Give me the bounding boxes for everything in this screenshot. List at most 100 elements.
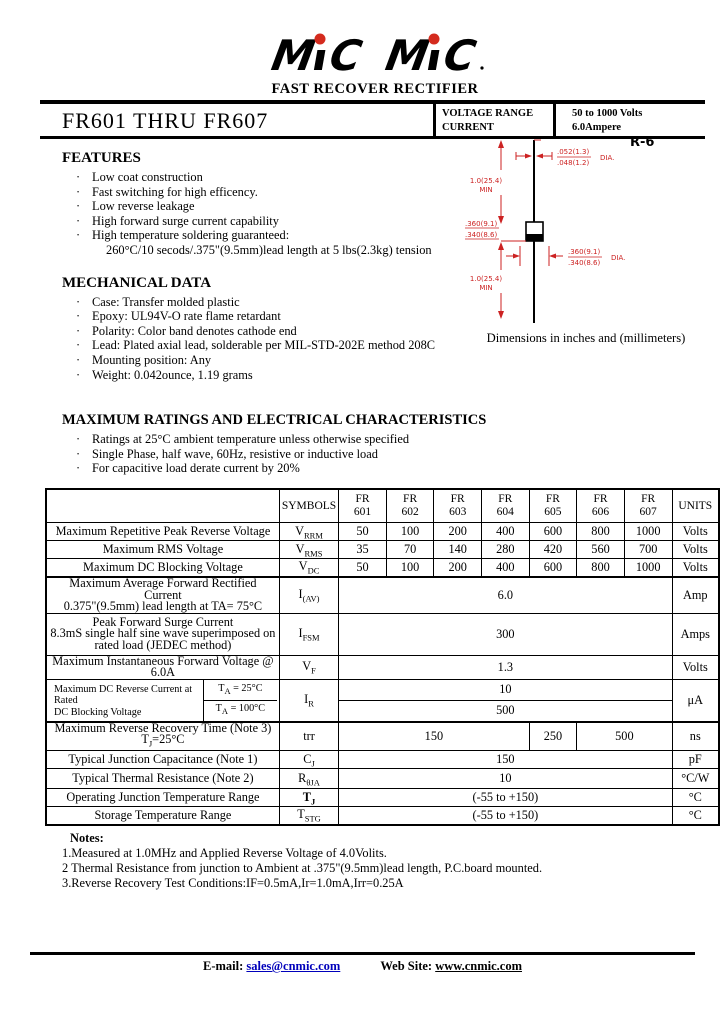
table-row-iav: Maximum Average Forward Rectified Curren… [45, 575, 720, 614]
list-item: · Lead: Plated axial lead, solderable per… [76, 338, 436, 353]
note-line: 1.Measured at 1.0MHz and Applied Reverse… [62, 845, 387, 860]
table-cell: 600 [528, 522, 578, 542]
dimensions-caption: Dimensions in inches and (millimeters) [486, 331, 686, 345]
table-cell: VF [278, 654, 340, 680]
column-header-fr601: FR 601 [338, 488, 387, 524]
table-cell: 200 [433, 522, 482, 542]
column-header-fr605: FR 605 [528, 488, 578, 524]
table-row-ifsm: Peak Forward Surge Current 8.3mS single h… [45, 612, 720, 656]
table-cell: 70 [385, 540, 435, 560]
table-cell: °C/W [671, 768, 720, 790]
list-item: · For capacitive load derate current by 2… [76, 461, 300, 476]
list-item: · Mounting position: Any [76, 352, 212, 367]
table-row-ir-25: Maximum DC Reverse Current at Rated DC Bl… [45, 678, 720, 723]
table-cell: Typical Thermal Resistance (Note 2) [45, 768, 280, 790]
table-cell: 280 [481, 540, 530, 560]
table-cell: Amps [671, 612, 720, 656]
table-header-row: SYMBOLS FR 601 FR 602 FR 603 FR 604 FR 605 FR… [45, 488, 720, 524]
email-link[interactable]: sales@cnmic.com [246, 959, 341, 973]
svg-text:DIA.: DIA. [600, 154, 614, 162]
features-heading: FEATURES [62, 150, 141, 166]
table-row-trr: Maximum Reverse Recovery Time (Note 3) T… [45, 720, 720, 752]
table-cell: 50 [338, 522, 387, 542]
column-header-units: UNITS [671, 488, 720, 524]
ratings-table: SYMBOLS FR 601 FR 602 FR 603 FR 604 FR 605 FR… [45, 487, 720, 826]
table-cell: 420 [528, 540, 578, 560]
table-cell: TJ [278, 788, 340, 808]
column-header-fr602: FR 602 [385, 488, 435, 524]
table-cell: 150 [338, 720, 530, 752]
table-cell: μA [671, 678, 720, 723]
table-cell: (-55 to +150) [338, 806, 673, 826]
table-row-cj: Typical Junction Capacitance (Note 1) CJ… [45, 750, 720, 770]
table-cell: pF [671, 750, 720, 770]
condition-ta-25: TA = 25°C [203, 680, 277, 701]
table-cell: 700 [623, 540, 673, 560]
svg-text:.360(9.1): .360(9.1) [568, 248, 600, 256]
mic-logo: M C M C [268, 31, 484, 80]
cathode-band [526, 234, 543, 241]
table-cell: 400 [481, 522, 530, 542]
svg-text:C: C [326, 31, 365, 80]
table-cell: VRMS [278, 540, 340, 560]
list-item: · High temperature soldering guaranteed: [76, 228, 290, 243]
column-header-symbols: SYMBOLS [278, 488, 340, 524]
notes-section: Notes: 1.Measured at 1.0MHz and Applied … [62, 831, 720, 891]
column-header-fr607: FR 607 [623, 488, 673, 524]
svg-text:.052(1.3): .052(1.3) [557, 148, 589, 156]
package-diagram: R-6 1.0(25.4) MIN [464, 130, 716, 335]
table-cell: Peak Forward Surge Current 8.3mS single h… [45, 612, 280, 656]
column-header-fr603: FR 603 [433, 488, 482, 524]
table-cell: 100 [385, 558, 435, 578]
table-cell: Maximum DC Reverse Current at Rated DC Bl… [45, 678, 280, 723]
svg-text:M: M [382, 31, 432, 80]
svg-text:DIA.: DIA. [611, 254, 625, 262]
table-cell: Volts [671, 558, 720, 578]
table-cell [45, 488, 280, 524]
left-column: FEATURES · Low coat construction · Fast sw… [62, 150, 502, 382]
table-cell: 10 [338, 678, 673, 702]
website-link[interactable]: www.cnmic.com [435, 959, 522, 973]
table-row-rthja: Typical Thermal Resistance (Note 2) RθJA… [45, 768, 720, 790]
table-cell: 200 [433, 558, 482, 578]
svg-text:MIN: MIN [479, 284, 492, 292]
note-line: 2 Thermal Resistance from junction to Am… [62, 860, 543, 875]
list-item: · Ratings at 25°C ambient temperature unl… [76, 432, 410, 447]
spec-labels: VOLTAGE RANGE CURRENT [433, 104, 556, 136]
list-item: · Low reverse leakage [76, 199, 195, 214]
table-cell: Volts [671, 522, 720, 542]
list-item: · High forward surge current capability [76, 213, 279, 228]
svg-text:.360(9.1): .360(9.1) [465, 220, 497, 228]
table-cell: trr [278, 720, 340, 752]
table-cell: RθJA [278, 768, 340, 790]
table-row-vdc: Maximum DC Blocking Voltage VDC 50 100 2… [45, 558, 720, 578]
voltage-range-value: 50 to 1000 Volts [572, 108, 643, 119]
voltage-range-label: VOLTAGE RANGE [442, 108, 534, 119]
table-cell: 300 [338, 612, 673, 656]
list-item: · Epoxy: UL94V-O rate flame retardant [76, 309, 281, 324]
table-cell: Maximum Reverse Recovery Time (Note 3) T… [45, 720, 280, 752]
table-cell: IR [278, 678, 340, 723]
table-cell: 500 [338, 700, 673, 723]
ratings-list: · Ratings at 25°C ambient temperature unl… [62, 432, 682, 476]
table-cell: 800 [576, 522, 625, 542]
table-cell: 10 [338, 768, 673, 790]
horizontal-rule [40, 100, 705, 104]
table-cell: 560 [576, 540, 625, 560]
table-cell: 1000 [623, 522, 673, 542]
table-row-vrms: Maximum RMS Voltage VRMS 35 70 140 280 4… [45, 540, 720, 560]
document-title: FAST RECOVER RECTIFIER [271, 81, 479, 97]
web-label: Web Site: [380, 959, 433, 973]
table-cell: 1000 [623, 558, 673, 578]
logo-red-dot [314, 33, 326, 45]
table-row-vf: Maximum Instantaneous Forward Voltage @ … [45, 654, 720, 680]
ratings-heading: MAXIMUM RATINGS AND ELECTRICAL CHARACTER… [62, 412, 487, 429]
list-item: · Case: Transfer molded plastic [76, 294, 240, 309]
mechanical-heading: MECHANICAL DATA [62, 274, 212, 291]
dimension-annotations: 1.0(25.4) MIN 1.0(25.4) MIN .052(1.3) [465, 139, 625, 319]
column-header-fr604: FR 604 [481, 488, 530, 524]
table-cell: (-55 to +150) [338, 788, 673, 808]
table-row-tstg: Storage Temperature Range TSTG (-55 to +… [45, 806, 720, 826]
svg-text:C: C [440, 31, 479, 80]
list-item: · Low coat construction [76, 170, 203, 184]
